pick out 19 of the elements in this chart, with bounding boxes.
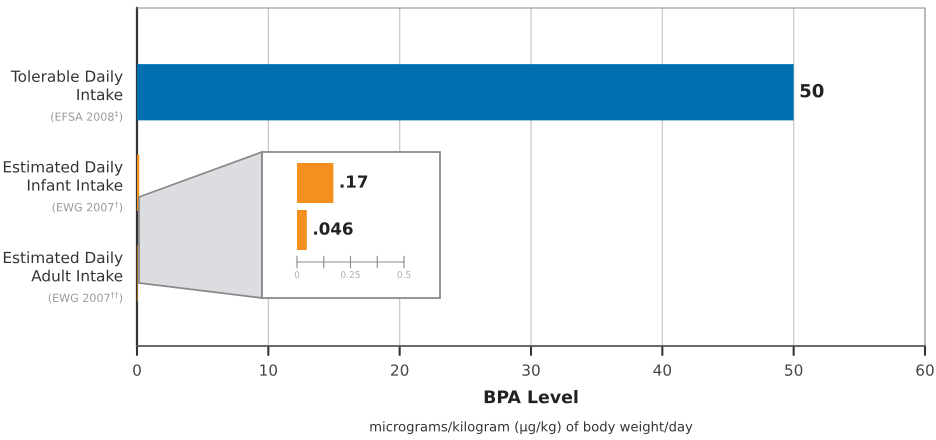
x-axis-title: BPA Level: [484, 390, 578, 404]
text: micrograms/kilogram (µg/kg) of body weight/day: [370, 421, 692, 434]
data-label: 50: [800, 84, 824, 98]
y-tick-label: Estimated Daily Adult Intake (EWG 2007$^{††}$): [4, 251, 123, 304]
y-tick-label: Tolerable Daily Intake (EFSA 2008$^{‡}$): [10, 70, 123, 122]
x-tick-label: 10: [260, 364, 278, 376]
data-label: .17: [340, 175, 368, 188]
data-label: .046: [314, 222, 353, 235]
x-tick-label: 0.25: [341, 271, 360, 278]
y-tick-label: Estimated Daily Infant Intake (EWG 2007$^{†}$): [4, 160, 123, 213]
x-tick-label: 0: [294, 271, 300, 278]
x-tick-label: 50: [785, 364, 802, 376]
x-tick-label: 40: [653, 364, 672, 376]
x-tick-label: 60: [916, 364, 934, 376]
x-tick-label: 0.5: [397, 271, 410, 278]
x-tick-label: 20: [391, 364, 408, 376]
x-tick-label: 0: [133, 364, 141, 376]
x-tick-label: 30: [522, 364, 540, 376]
bar: [137, 64, 794, 120]
